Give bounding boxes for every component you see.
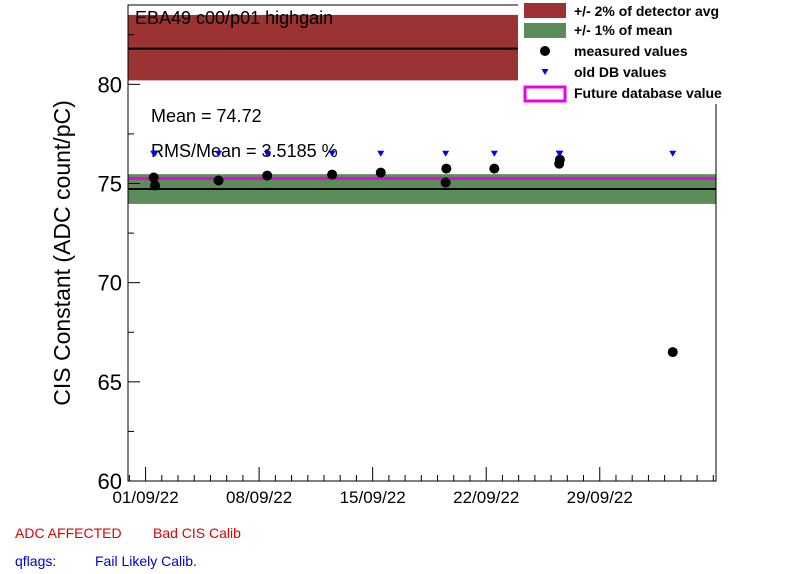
bad-cis-calib-label: Bad CIS Calib <box>153 525 241 541</box>
x-tick-label: 22/09/22 <box>453 488 519 507</box>
old-db-point <box>215 150 223 157</box>
plot-frame <box>127 4 717 482</box>
legend-label: measured values <box>574 43 688 59</box>
measured-point <box>667 347 678 358</box>
measured-point <box>262 170 273 181</box>
measured-point <box>554 154 565 165</box>
measured-point <box>440 177 451 188</box>
x-tick-label: 15/09/22 <box>340 488 406 507</box>
old-db-point <box>263 150 271 157</box>
qflags-label: qflags: <box>15 553 57 569</box>
measured-point <box>150 180 161 191</box>
y-axis-label: CIS Constant (ADC count/pC) <box>49 100 75 406</box>
old-db-point <box>328 150 336 157</box>
measured-point <box>213 175 224 186</box>
qflags-value: Fail Likely Calib. <box>95 553 197 569</box>
x-tick-label: 01/09/22 <box>112 488 178 507</box>
measured-point <box>489 163 500 174</box>
measured-point <box>441 163 452 174</box>
old-db-point <box>151 150 159 157</box>
legend-swatch-old-db <box>541 69 549 75</box>
chart-title: EBA49 c00/p01 highgain <box>135 8 333 28</box>
old-db-point <box>377 150 385 157</box>
legend-swatch-measured <box>540 46 550 56</box>
x-tick-label: 29/09/22 <box>567 488 633 507</box>
x-tick-label: 08/09/22 <box>226 488 292 507</box>
y-tick-label: 75 <box>98 172 122 197</box>
legend-swatch-mean <box>524 23 566 38</box>
rms-annotation: RMS/Mean = 3.5185 % <box>151 141 338 161</box>
legend-swatch-future <box>523 85 567 103</box>
legend-label: +/- 2% of detector avg <box>574 3 719 19</box>
old-db-point <box>669 150 677 157</box>
measured-point <box>375 167 386 178</box>
old-db-point <box>490 150 498 157</box>
measured-point <box>327 169 338 180</box>
legend-label: +/- 1% of mean <box>574 22 672 38</box>
y-tick-label: 65 <box>98 370 122 395</box>
y-tick-label: 60 <box>98 469 122 494</box>
measured-point <box>148 172 159 183</box>
old-db-point <box>556 150 564 157</box>
legend-label: Future database value <box>574 85 722 101</box>
y-tick-label: 70 <box>98 271 122 296</box>
y-tick-label: 80 <box>98 72 122 97</box>
legend-swatch-detector-avg <box>524 3 566 18</box>
adc-affected-label: ADC AFFECTED <box>15 525 122 541</box>
mean-annotation: Mean = 74.72 <box>151 106 262 126</box>
legend-label: old DB values <box>574 64 667 80</box>
old-db-point <box>442 150 450 157</box>
